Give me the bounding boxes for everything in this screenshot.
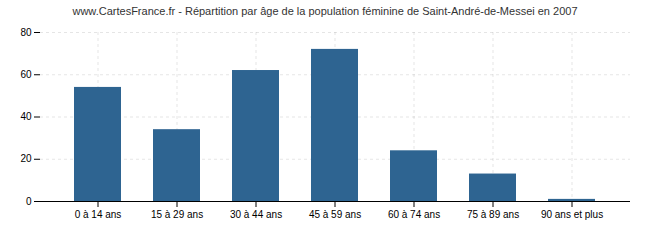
svg-text:20: 20 [20,153,32,164]
svg-text:0 à 14 ans: 0 à 14 ans [75,209,122,220]
svg-text:60: 60 [20,69,32,80]
svg-text:40: 40 [20,111,32,122]
svg-text:0: 0 [26,196,32,207]
svg-text:80: 80 [20,27,32,38]
svg-text:90 ans et plus: 90 ans et plus [541,209,603,220]
svg-text:60 à 74 ans: 60 à 74 ans [388,209,440,220]
html-text:www.CartesFrance.fr - Répartit: www.CartesFrance.fr - Répartition par âg… [72,5,578,17]
svg-text:15 à 29 ans: 15 à 29 ans [151,209,203,220]
svg-text:45 à 59 ans: 45 à 59 ans [309,209,361,220]
svg-text:75 à 89 ans: 75 à 89 ans [467,209,519,220]
svg-text:30 à 44 ans: 30 à 44 ans [230,209,282,220]
